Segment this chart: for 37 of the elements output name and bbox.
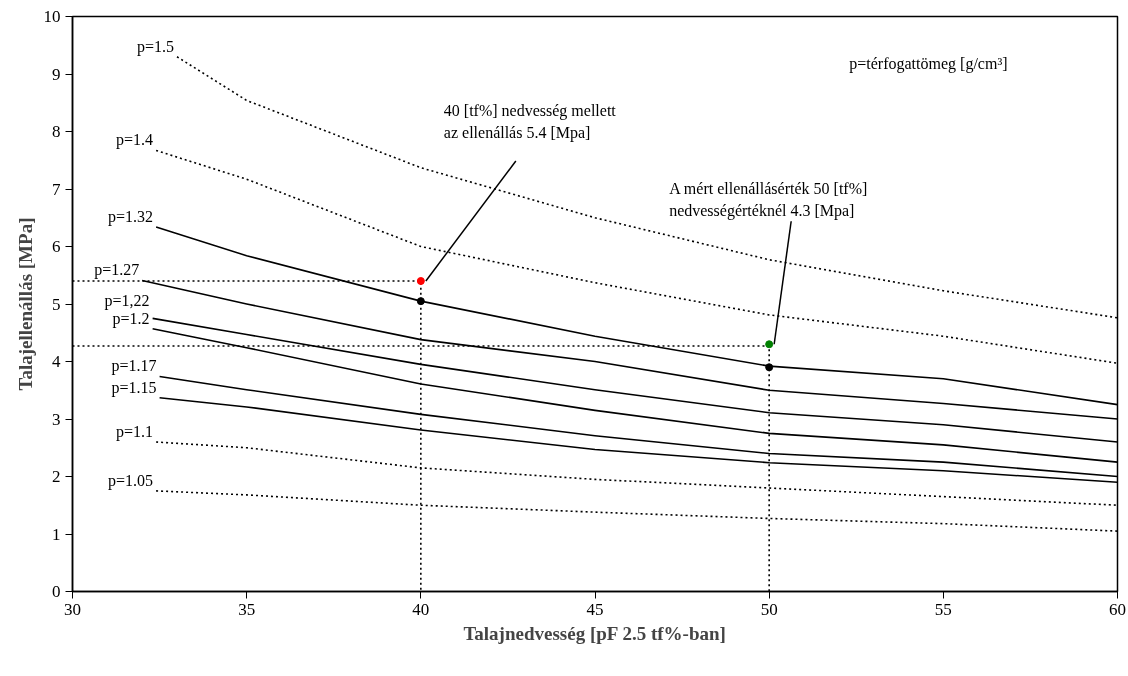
annotation: p=térfogattömeg [g/cm³] [849,54,1008,73]
point [765,340,774,349]
y-tick-label: 8 [52,122,61,141]
x-tick-label: 35 [238,599,256,619]
series-label: p=1.17 [111,357,157,376]
annotation: 40 [tf%] nedvesség mellett az ellenállás 5.4 [Mpa] [443,101,617,142]
y-tick-label: 9 [52,64,61,84]
point [765,363,774,372]
series-label: p=1,22 [104,291,150,310]
y-tick-label: 4 [52,352,61,371]
x-tick-label: 55 [934,599,952,619]
y-tick-label: 5 [52,294,61,314]
x-tick-label: 50 [760,599,778,619]
point [416,277,425,285]
x-tick-label: 60 [1109,599,1126,619]
point [416,297,425,306]
y-tick-label: 0 [52,582,61,601]
x-tick-label: 40 [412,599,430,619]
y-tick-label: 7 [52,179,61,199]
series-label: p=1.5 [136,37,175,56]
series-label: p=1.15 [111,378,157,397]
x-tick-label: 30 [64,599,81,619]
series-label: p=1.2 [112,309,150,328]
y-axis-title: Talajellenállás [MPa] [14,217,36,391]
series-label: p=1.32 [108,207,154,226]
y-tick-label: 2 [52,467,61,486]
series-label: p=1.27 [94,261,140,280]
series-label: p=1.05 [108,471,154,490]
annotation: A mért ellenállásérték 50 [tf%] nedvességértéknél 4.3 [Mpa] [669,180,868,221]
x-axis-title: Talajnedvesség [pF 2.5 tf%-ban] [463,622,726,644]
series-label: p=1.1 [116,423,154,441]
y-tick-label: 3 [52,409,61,429]
y-tick-label: 10 [43,7,61,26]
y-tick-label: 6 [52,237,61,256]
x-tick-label: 45 [586,599,604,619]
series-label: p=1.4 [116,131,154,150]
y-tick-label: 1 [52,524,61,544]
